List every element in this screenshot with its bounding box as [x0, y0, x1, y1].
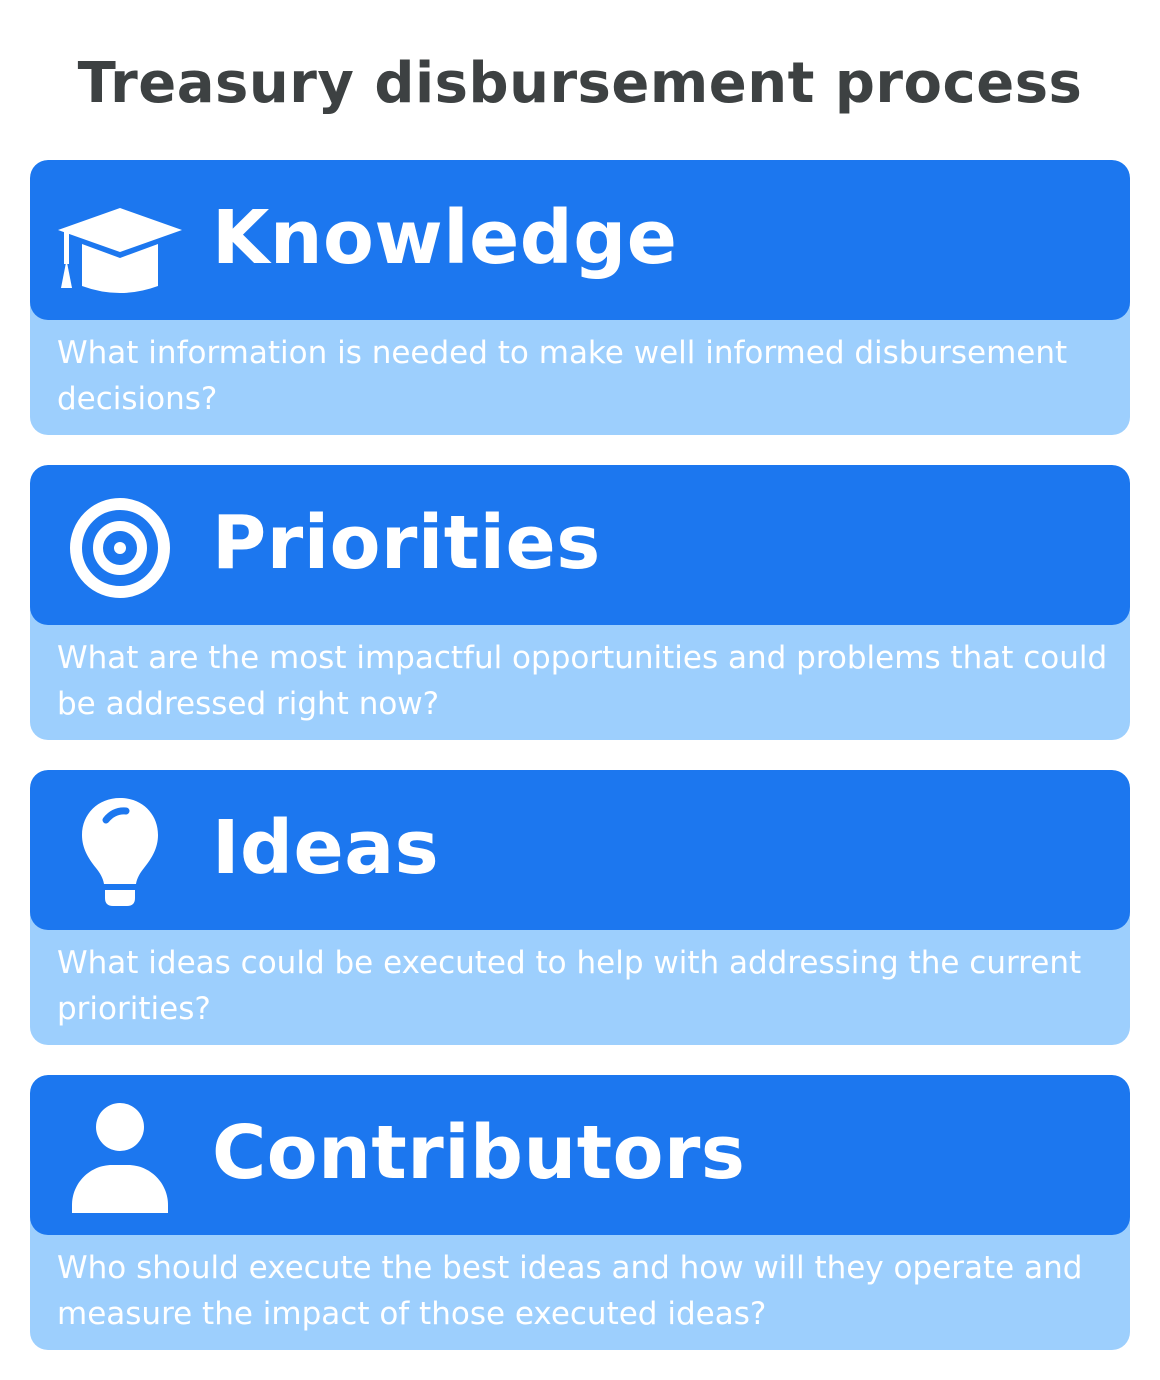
page-title: Treasury disbursement process: [77, 51, 1083, 116]
step-description: What ideas could be executed to help wit…: [57, 945, 1082, 1027]
step-header: Ideas: [30, 770, 1130, 930]
lightbulb-icon: [58, 798, 182, 908]
step-heading: Contributors: [212, 1110, 746, 1196]
step-description: What information is needed to make well …: [57, 335, 1068, 417]
step-header: Priorities: [30, 465, 1130, 625]
step-description: Who should execute the best ideas and ho…: [57, 1250, 1083, 1332]
step-heading: Ideas: [212, 805, 440, 891]
step-heading: Knowledge: [212, 195, 678, 281]
step-header: Contributors: [30, 1075, 1130, 1235]
target-icon: [58, 493, 182, 603]
step-header: Knowledge: [30, 160, 1130, 320]
step-card-contributors: Contributors Who should execute the best…: [30, 1075, 1130, 1350]
person-icon: [58, 1103, 182, 1213]
step-card-priorities: Priorities What are the most impactful o…: [30, 465, 1130, 740]
step-card-ideas: Ideas What ideas could be executed to he…: [30, 770, 1130, 1045]
step-heading: Priorities: [212, 500, 601, 586]
graduation-cap-icon: [58, 188, 182, 298]
step-description: What are the most impactful opportunitie…: [57, 640, 1108, 722]
step-card-knowledge: Knowledge What information is needed to …: [30, 160, 1130, 435]
